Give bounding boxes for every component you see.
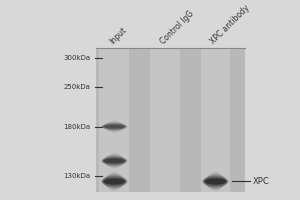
Ellipse shape bbox=[203, 176, 228, 187]
Ellipse shape bbox=[202, 176, 228, 186]
Text: XPC: XPC bbox=[253, 177, 269, 186]
Ellipse shape bbox=[203, 175, 227, 187]
Ellipse shape bbox=[103, 175, 125, 188]
Ellipse shape bbox=[102, 123, 127, 130]
Ellipse shape bbox=[102, 123, 127, 130]
Ellipse shape bbox=[103, 124, 126, 129]
Ellipse shape bbox=[102, 157, 127, 165]
Bar bbox=[150, 48, 180, 192]
Ellipse shape bbox=[103, 156, 126, 166]
Text: Input: Input bbox=[108, 25, 128, 46]
Ellipse shape bbox=[103, 175, 126, 188]
Ellipse shape bbox=[103, 175, 126, 188]
Text: 250kDa: 250kDa bbox=[64, 84, 91, 90]
Ellipse shape bbox=[204, 178, 227, 185]
Ellipse shape bbox=[102, 156, 126, 166]
Ellipse shape bbox=[102, 156, 127, 166]
Bar bbox=[200, 48, 230, 192]
Ellipse shape bbox=[103, 158, 126, 164]
Ellipse shape bbox=[101, 123, 128, 130]
Ellipse shape bbox=[204, 175, 227, 188]
Ellipse shape bbox=[203, 176, 228, 187]
Ellipse shape bbox=[103, 178, 126, 185]
Text: 180kDa: 180kDa bbox=[63, 124, 91, 130]
Ellipse shape bbox=[204, 175, 227, 188]
Text: 130kDa: 130kDa bbox=[63, 173, 91, 179]
Bar bbox=[100, 48, 129, 192]
Ellipse shape bbox=[101, 176, 128, 186]
Ellipse shape bbox=[101, 177, 128, 186]
Ellipse shape bbox=[102, 176, 127, 187]
Ellipse shape bbox=[204, 175, 226, 188]
Text: 300kDa: 300kDa bbox=[63, 55, 91, 61]
Ellipse shape bbox=[101, 157, 128, 165]
Ellipse shape bbox=[102, 176, 127, 187]
Ellipse shape bbox=[202, 177, 229, 186]
Text: Control IgG: Control IgG bbox=[158, 9, 195, 46]
Ellipse shape bbox=[101, 157, 128, 165]
Text: XPC antibody: XPC antibody bbox=[209, 3, 252, 46]
Ellipse shape bbox=[101, 124, 128, 130]
Bar bbox=[97, 48, 245, 192]
Ellipse shape bbox=[102, 175, 126, 187]
